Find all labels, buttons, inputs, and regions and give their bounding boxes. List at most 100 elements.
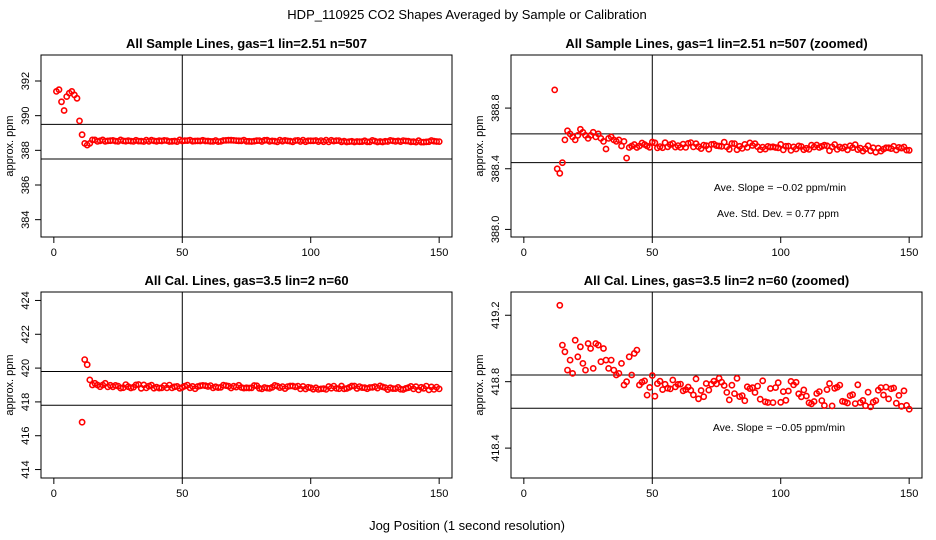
data-point <box>643 391 651 399</box>
x-tick-label: 150 <box>430 247 448 259</box>
panel-p4: All Cal. Lines, gas=3.5 lin=2 n=60 (zoom… <box>474 273 923 500</box>
data-point <box>849 391 856 399</box>
data-point <box>646 383 654 391</box>
data-point <box>898 402 905 410</box>
data-point <box>828 402 836 410</box>
data-point <box>826 380 833 387</box>
data-point <box>728 381 736 389</box>
data-point <box>772 384 779 391</box>
y-axis-label: approx. ppm <box>474 354 486 415</box>
data-point <box>633 346 641 354</box>
y-axis-label: approx. ppm <box>4 115 16 176</box>
x-tick-label: 100 <box>772 247 790 259</box>
data-point <box>905 146 913 154</box>
data-point <box>587 345 594 352</box>
plot-frame <box>510 54 923 238</box>
data-point <box>880 391 887 399</box>
data-point <box>250 382 258 389</box>
data-point <box>728 140 736 147</box>
data-point <box>885 395 892 403</box>
data-point <box>872 397 880 404</box>
data-point <box>556 169 564 177</box>
data-point <box>600 345 607 352</box>
data-point <box>569 369 576 377</box>
y-tick-label: 422 <box>20 325 32 343</box>
data-point <box>132 381 140 389</box>
x-tick-label: 100 <box>302 488 320 500</box>
data-point <box>117 384 124 392</box>
data-point <box>78 418 86 426</box>
data-point <box>669 376 677 384</box>
y-tick-label: 420 <box>20 359 32 377</box>
y-axis-label: approx. ppm <box>4 354 16 415</box>
data-point <box>556 301 564 309</box>
data-point <box>559 341 566 349</box>
data-point <box>574 131 582 139</box>
y-tick-label: 418 <box>20 393 32 411</box>
y-tick-label: 384 <box>20 210 32 228</box>
data-point <box>903 146 910 154</box>
data-point <box>759 377 767 385</box>
data-point <box>628 371 636 379</box>
x-tick-label: 0 <box>521 488 527 500</box>
data-point <box>892 399 900 407</box>
data-point <box>900 387 908 395</box>
x-tick-label: 50 <box>176 488 188 500</box>
data-point <box>435 138 443 145</box>
data-point <box>83 361 91 369</box>
data-point <box>651 139 659 147</box>
data-point <box>725 396 733 404</box>
data-point <box>602 145 610 153</box>
y-tick-label: 424 <box>20 291 32 309</box>
data-point <box>725 145 733 153</box>
data-point <box>690 391 697 399</box>
data-point <box>867 403 874 411</box>
x-tick-label: 0 <box>51 247 57 259</box>
data-point <box>720 382 728 389</box>
data-point <box>81 356 89 363</box>
y-tick-label: 418.8 <box>490 368 502 396</box>
data-point <box>741 397 749 405</box>
x-tick-label: 150 <box>430 488 448 500</box>
data-point <box>692 375 700 383</box>
data-point <box>73 94 81 102</box>
data-point <box>656 377 664 385</box>
data-point <box>818 397 826 404</box>
panel-p3: All Cal. Lines, gas=3.5 lin=2 n=60 0 50 100… <box>4 273 453 500</box>
plot-frame <box>40 291 453 479</box>
y-axis-label: approx. ppm <box>474 115 486 176</box>
data-point <box>625 353 633 361</box>
data-point <box>648 372 656 379</box>
data-point <box>86 376 94 384</box>
data-point <box>651 392 659 400</box>
data-point <box>435 385 443 393</box>
data-point <box>55 86 63 94</box>
data-point <box>60 107 68 114</box>
data-point <box>733 374 741 382</box>
data-point <box>767 385 774 392</box>
figure-title: HDP_110925 CO2 Shapes Averaged by Sample… <box>287 7 646 22</box>
data-point <box>607 356 615 364</box>
data-point <box>859 396 867 404</box>
y-tick-label: 388.8 <box>490 94 502 122</box>
x-tick-label: 50 <box>646 247 658 259</box>
y-tick-label: 388 <box>20 141 32 159</box>
x-tick-label: 50 <box>176 247 188 259</box>
data-point <box>600 137 607 145</box>
data-point <box>836 381 844 389</box>
data-point <box>756 395 764 403</box>
y-tick-label: 414 <box>20 460 32 478</box>
data-point <box>577 343 584 351</box>
panel-p1: All Sample Lines, gas=1 lin=2.51 n=507 0 5… <box>4 36 453 259</box>
data-point <box>731 140 738 147</box>
data-point <box>564 366 571 374</box>
data-point <box>821 402 828 409</box>
annotation: Ave. Std. Dev. = 0.77 ppm <box>717 208 839 220</box>
data-point <box>574 353 582 361</box>
y-tick-label: 418.4 <box>490 434 502 462</box>
data-point <box>738 392 746 399</box>
data-point <box>566 356 574 364</box>
data-point <box>800 386 808 394</box>
x-tick-label: 0 <box>51 488 57 500</box>
data-point <box>702 380 710 387</box>
